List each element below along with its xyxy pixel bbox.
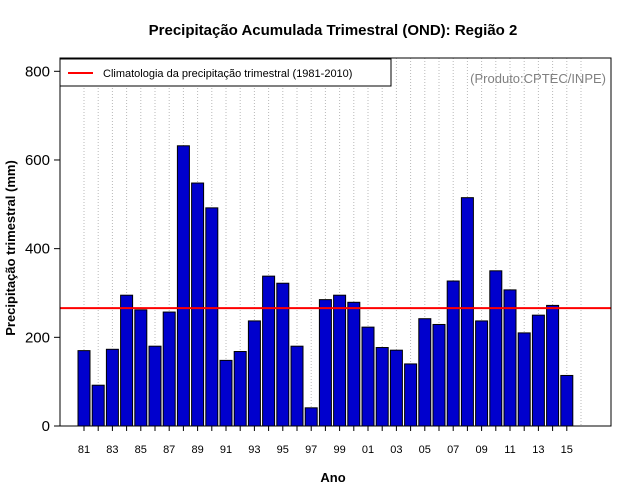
bar-92: [233, 351, 247, 427]
bar-01: [361, 326, 375, 427]
bar-09: [475, 320, 489, 427]
bar-83: [105, 348, 119, 427]
x-tick-label: 95: [277, 444, 289, 456]
x-tick-label: 09: [475, 444, 487, 456]
bar-12: [517, 332, 531, 427]
bar-82: [91, 384, 105, 427]
bar-08: [460, 197, 474, 427]
bar-93: [247, 320, 261, 427]
bar-94: [262, 275, 276, 427]
legend: Climatologia da precipitação trimestral …: [59, 58, 392, 87]
bar-15: [560, 374, 574, 427]
x-axis-label: Ano: [320, 470, 345, 485]
x-tick-label: 81: [78, 444, 90, 456]
y-tick-label: 200: [25, 329, 50, 346]
x-tick-label: 15: [561, 444, 573, 456]
x-tick-label: 91: [220, 444, 232, 456]
x-tick-label: 05: [419, 444, 431, 456]
legend-label: Climatologia da precipitação trimestral …: [103, 68, 352, 80]
bar-05: [418, 318, 432, 427]
bar-90: [205, 207, 219, 427]
bar-03: [389, 349, 403, 427]
y-tick-label: 0: [42, 418, 50, 435]
bar-85: [134, 309, 148, 427]
bar-99: [333, 294, 347, 427]
bar-88: [176, 145, 190, 427]
legend-box: [59, 58, 392, 87]
bar-87: [162, 311, 176, 427]
bar-97: [304, 407, 318, 427]
x-tick-label: 01: [362, 444, 374, 456]
x-tick-label: 85: [135, 444, 147, 456]
x-tick-label: 83: [106, 444, 118, 456]
bar-91: [219, 359, 233, 427]
bar-98: [318, 299, 332, 427]
bar-06: [432, 323, 446, 427]
bar-07: [446, 280, 460, 427]
y-axis: 0 200 400 600 800: [25, 63, 60, 435]
bar-96: [290, 345, 304, 427]
bars: [77, 145, 574, 427]
bar-10: [489, 270, 503, 427]
bar-02: [375, 347, 389, 427]
x-tick-label: 03: [390, 444, 402, 456]
bar-95: [276, 282, 290, 427]
x-tick-label: 89: [191, 444, 203, 456]
bar-11: [503, 289, 517, 427]
x-axis: 81 83 85 87 89 91 93 95 97 99 01 03 05 07 09 11 13 15: [78, 426, 573, 456]
product-credit: (Produto:CPTEC/INPE): [470, 71, 606, 86]
bar-00: [347, 301, 361, 427]
bar-04: [404, 363, 418, 427]
y-axis-label: Precipitação trimestral (mm): [3, 160, 18, 336]
x-tick-label: 99: [333, 444, 345, 456]
y-tick-label: 400: [25, 241, 50, 258]
y-tick-label: 600: [25, 152, 50, 169]
x-tick-label: 07: [447, 444, 459, 456]
x-tick-label: 13: [532, 444, 544, 456]
bar-86: [148, 345, 162, 427]
bar-14: [546, 304, 560, 427]
bar-13: [531, 314, 545, 427]
bar-89: [191, 182, 205, 427]
bar-84: [120, 294, 134, 427]
x-tick-label: 11: [504, 444, 515, 456]
bar-81: [77, 350, 91, 427]
x-tick-label: 97: [305, 444, 317, 456]
x-tick-label: 93: [248, 444, 260, 456]
chart-title: Precipitação Acumulada Trimestral (OND):…: [149, 22, 518, 39]
y-tick-label: 800: [25, 63, 50, 80]
x-tick-label: 87: [163, 444, 175, 456]
plot-frame: [59, 57, 612, 427]
